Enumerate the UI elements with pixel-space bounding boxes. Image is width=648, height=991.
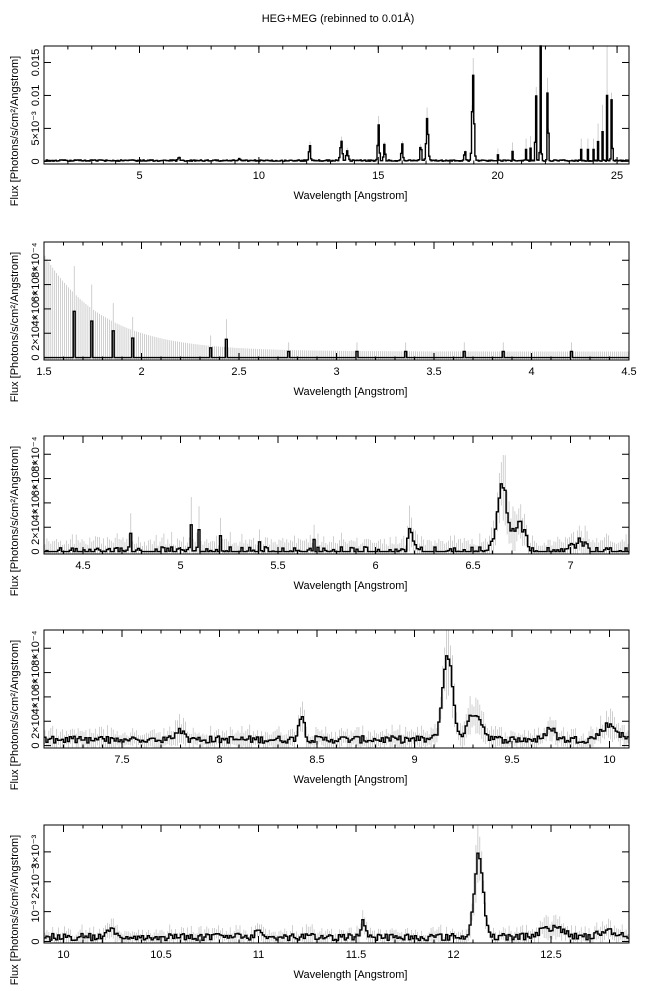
x-tick-label: 8.5: [309, 754, 324, 766]
error-bars: [44, 825, 629, 943]
x-tick-label: 9: [411, 754, 417, 766]
y-tick-label: 5×10⁻³: [30, 111, 42, 146]
x-tick-label: 10: [253, 170, 265, 182]
y-tick-label: 6×10⁻⁴: [30, 461, 42, 497]
plot-frame: [43, 824, 630, 944]
y-tick-label: 6×10⁻⁴: [30, 655, 42, 691]
y-tick-label: 8×10⁻⁴: [30, 630, 42, 666]
y-tick-label: 10⁻³: [30, 900, 42, 922]
spectrum-line: [44, 655, 629, 744]
x-tick-label: 12: [447, 949, 459, 961]
x-axis-label: Wavelength [Angstrom]: [294, 580, 408, 592]
x-tick-label: 6: [372, 560, 378, 572]
y-tick-label: 2×10⁻⁴: [30, 509, 42, 545]
x-tick-label: 2.5: [231, 366, 246, 378]
x-tick-label: 10: [603, 754, 615, 766]
y-tick-label: 8×10⁻⁴: [30, 242, 42, 278]
x-axis-label: Wavelength [Angstrom]: [294, 969, 408, 981]
x-tick-label: 10: [57, 949, 69, 961]
spectrum-line: [44, 45, 629, 162]
y-tick-label: 0: [30, 549, 42, 555]
x-tick-label: 20: [492, 170, 504, 182]
x-tick-label: 7.5: [114, 754, 129, 766]
x-tick-label: 15: [372, 170, 384, 182]
spectrum-line: [44, 852, 629, 942]
x-tick-label: 4.5: [75, 560, 90, 572]
x-axis-label: Wavelength [Angstrom]: [294, 774, 408, 786]
x-tick-label: 6.5: [465, 560, 480, 572]
x-axis-label: Wavelength [Angstrom]: [294, 386, 408, 398]
x-tick-label: 3.5: [426, 366, 441, 378]
y-tick-label: 4×10⁻⁴: [30, 485, 42, 521]
spectrum-line: [44, 483, 629, 553]
y-axis-label: Flux [Photons/s/cm²/Angstrom]: [9, 640, 21, 790]
y-tick-label: 0: [30, 158, 42, 164]
panel-5: 10 10.5 11 11.5 12 12.5 0 10⁻³2×10⁻³3×10⁻³ Wavel…: [9, 824, 630, 985]
y-tick-label: 4×10⁻⁴: [30, 679, 42, 715]
x-tick-label: 9.5: [504, 754, 519, 766]
plot-frame: [43, 629, 630, 749]
x-tick-label: 5: [136, 170, 142, 182]
panel-2: 1.5 2 2.5 3 3.5 4 4.5 0 2×10⁻⁴4×10⁻⁴6×10⁻⁴8×10⁻⁴…: [9, 241, 637, 402]
x-tick-label: 25: [611, 170, 623, 182]
x-tick-label: 4: [528, 366, 534, 378]
x-tick-label: 3: [333, 366, 339, 378]
y-axis-label: Flux [Photons/s/cm²/Angstrom]: [9, 252, 21, 402]
y-tick-label: 2×10⁻⁴: [30, 703, 42, 739]
figure-title: HEG+MEG (rebinned to 0.01Å): [262, 12, 415, 25]
y-tick-label: 2×10⁻³: [30, 864, 42, 899]
y-tick-label: 2×10⁻⁴: [30, 315, 42, 351]
y-tick-label: 4×10⁻⁴: [30, 291, 42, 327]
x-tick-label: 11.5: [346, 949, 367, 961]
y-tick-label: 0: [30, 938, 42, 944]
y-tick-label: 6×10⁻⁴: [30, 267, 42, 303]
x-tick-label: 1.5: [36, 366, 51, 378]
y-axis-label: Flux [Photons/s/cm²/Angstrom]: [9, 446, 21, 596]
x-tick-label: 11: [253, 949, 264, 961]
y-tick-label: 0.01: [30, 85, 42, 106]
y-axis-label: Flux [Photons/s/cm²/Angstrom]: [9, 56, 21, 206]
y-axis-label: Flux [Photons/s/cm²/Angstrom]: [9, 835, 21, 985]
y-tick-label: 0: [30, 355, 42, 361]
y-tick-label: 0: [30, 743, 42, 749]
x-tick-label: 7: [567, 560, 573, 572]
panel-4: 7.5 8 8.5 9 9.5 10 0 2×10⁻⁴4×10⁻⁴6×10⁻⁴8×10⁻⁴ Wa…: [9, 629, 630, 790]
y-tick-label: 8×10⁻⁴: [30, 436, 42, 472]
x-tick-label: 2: [138, 366, 144, 378]
panel-3: 4.5 5 5.5 6 6.5 7 0 2×10⁻⁴4×10⁻⁴6×10⁻⁴8×10⁻⁴ Wav…: [9, 435, 630, 596]
spectrum-line: [44, 310, 629, 359]
x-tick-label: 8: [216, 754, 222, 766]
error-bars: [44, 630, 629, 748]
x-tick-label: 10.5: [150, 949, 171, 961]
x-tick-label: 12.5: [540, 949, 561, 961]
x-tick-label: 5: [177, 560, 183, 572]
x-axis-label: Wavelength [Angstrom]: [294, 190, 408, 202]
plot-frame: [43, 45, 630, 165]
x-tick-label: 4.5: [621, 366, 636, 378]
panel-1: 5 10 15 20 25 0 5×10⁻³ 0.01 0.015 Wavelength [Ang…: [9, 45, 630, 206]
y-tick-label: 3×10⁻³: [30, 834, 42, 869]
y-tick-label: 0.015: [30, 49, 42, 77]
x-tick-label: 5.5: [270, 560, 285, 572]
